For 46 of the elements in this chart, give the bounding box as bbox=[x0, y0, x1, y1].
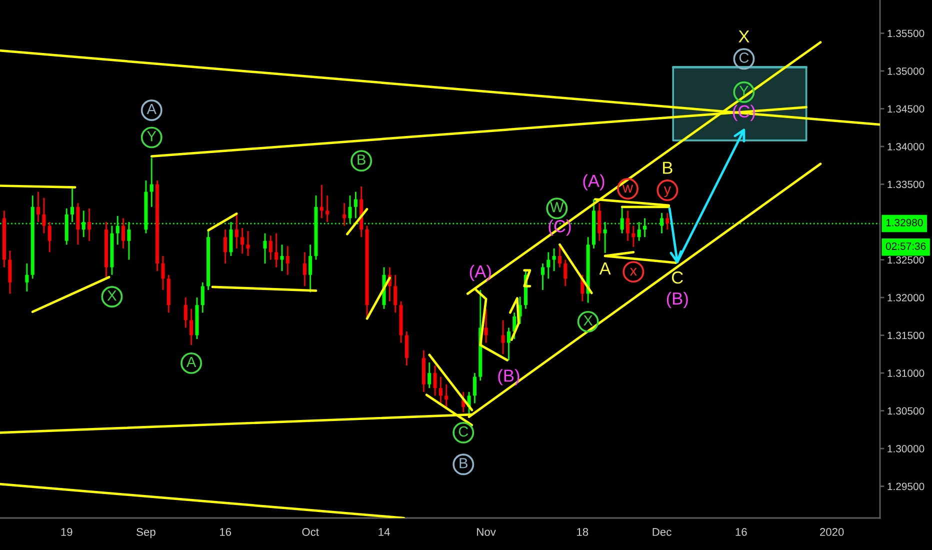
annotation: (B) bbox=[498, 369, 520, 386]
x-tick-label: Sep bbox=[136, 528, 156, 538]
y-tick-label: 1.31000 bbox=[888, 370, 924, 377]
x-tick-label: Oct bbox=[302, 528, 319, 536]
data-label: B bbox=[460, 458, 468, 468]
data-label: x bbox=[630, 268, 637, 276]
data-label: Y bbox=[147, 131, 156, 142]
annotation: A bbox=[599, 262, 611, 274]
y-tick-label: 1.30000 bbox=[888, 445, 924, 452]
y-tick-label: 1.34000 bbox=[888, 142, 924, 150]
y-tick-label: 1.35000 bbox=[888, 67, 924, 75]
ref-line-label: 1.32980 bbox=[886, 218, 923, 226]
data-label: C bbox=[458, 426, 468, 437]
data-label: C bbox=[739, 52, 749, 63]
x-tick-label: 14 bbox=[378, 528, 390, 536]
data-label: B bbox=[358, 154, 366, 165]
data-label: A bbox=[146, 104, 156, 114]
x-tick-label: Dec bbox=[652, 528, 672, 536]
annotation: X bbox=[738, 30, 750, 42]
annotation: (A) bbox=[583, 174, 604, 190]
y-tick-label: 1.32500 bbox=[888, 256, 924, 264]
y-tick-label: 1.31500 bbox=[888, 332, 924, 340]
x-tick-label: 19 bbox=[61, 528, 72, 536]
y-tick-label: 1.35500 bbox=[888, 30, 924, 38]
y-tick-label: 1.34500 bbox=[888, 105, 924, 113]
x-tick-label: 2020 bbox=[820, 528, 844, 536]
data-label: Y bbox=[739, 86, 749, 96]
y-tick-label: 1.29500 bbox=[888, 482, 924, 490]
data-label: W bbox=[550, 202, 564, 212]
data-label: y bbox=[664, 186, 672, 198]
x-tick-label: 18 bbox=[577, 528, 588, 536]
data-label: X bbox=[584, 315, 593, 326]
annotation: C bbox=[672, 271, 683, 284]
data-label: A bbox=[186, 356, 196, 367]
y-tick-label: 1.30500 bbox=[888, 407, 924, 415]
x-tick-label: Nov bbox=[477, 528, 496, 536]
annotation: (B) bbox=[666, 292, 688, 308]
x-tick-label: 16 bbox=[220, 528, 232, 536]
y-tick-label: 1.33500 bbox=[888, 180, 924, 188]
annotation: (A) bbox=[470, 264, 491, 282]
data-label: w bbox=[622, 184, 634, 193]
text: 02:57:36 bbox=[886, 242, 926, 250]
y-tick-label: 1.32000 bbox=[888, 294, 924, 302]
annotation: B bbox=[663, 162, 672, 174]
data-label: X bbox=[107, 290, 117, 301]
x-tick-label: 16 bbox=[736, 528, 747, 536]
